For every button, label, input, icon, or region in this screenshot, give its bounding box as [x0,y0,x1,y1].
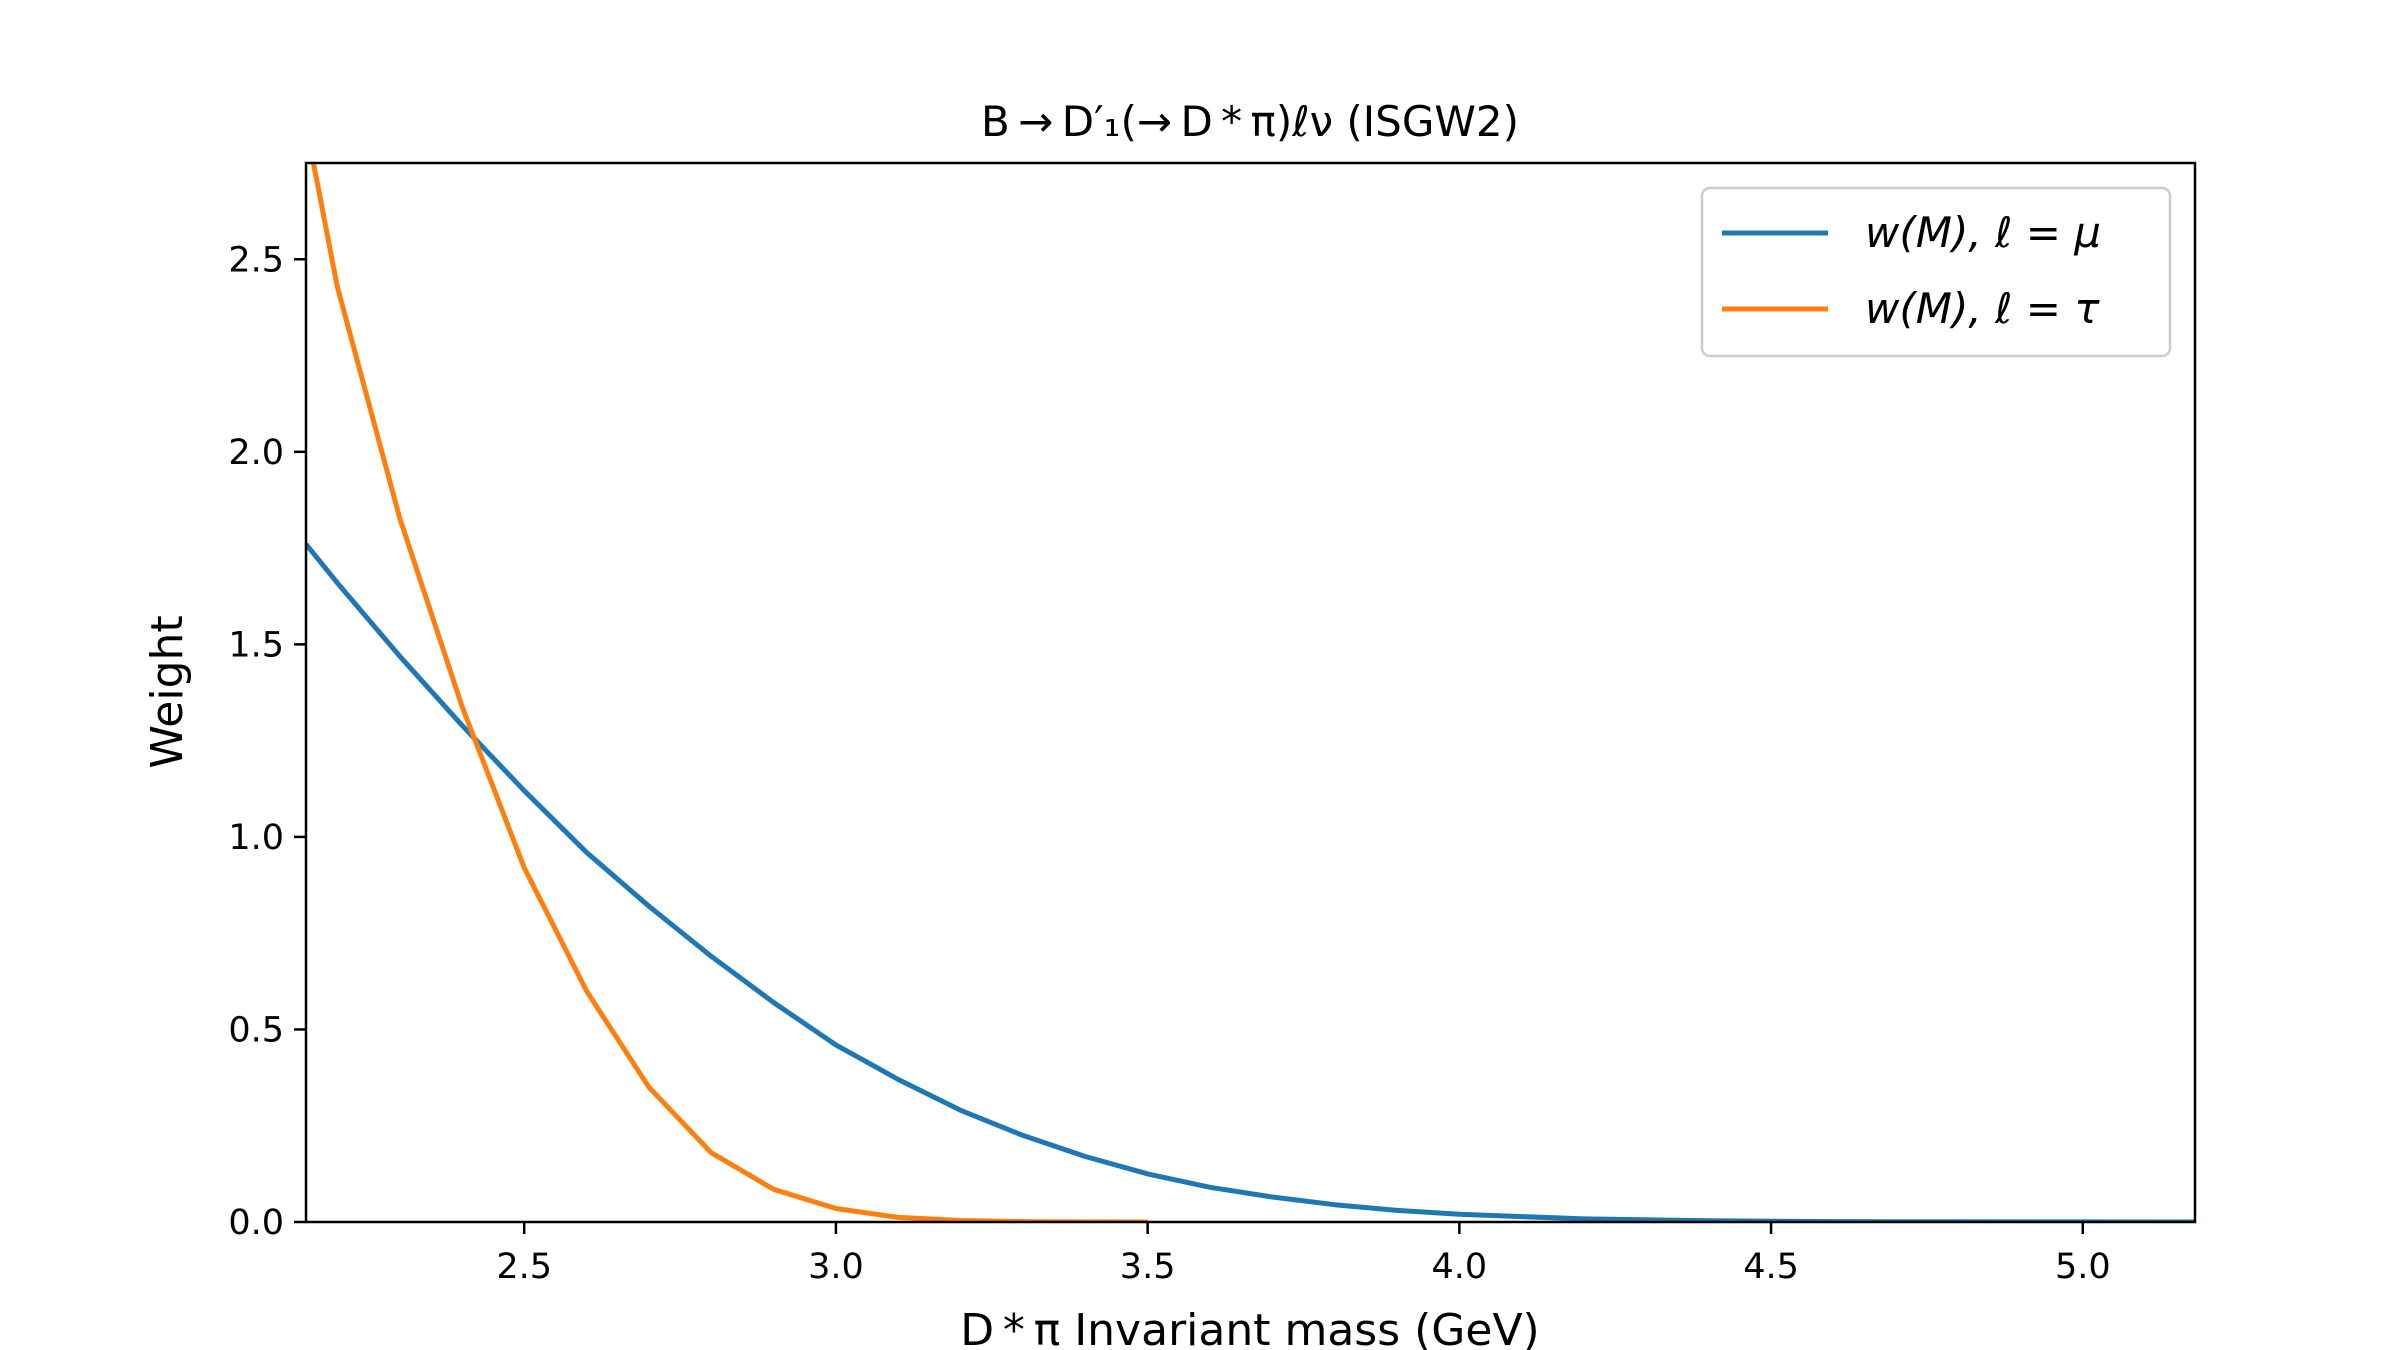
y-tick-label: 1.0 [228,818,284,858]
legend-label-mu: w(M), ℓ = μ [1865,208,2101,257]
y-axis: 0.0 0.5 1.0 1.5 2.0 2.5 [228,240,306,1243]
legend: w(M), ℓ = μ w(M), ℓ = τ [1700,186,2172,358]
x-tick-label: 5.0 [2055,1247,2111,1287]
series-line-1 [310,163,1148,1222]
y-axis-label: Weight [142,615,193,768]
x-axis-label: D * π Invariant mass (GeV) [960,1305,1539,1350]
y-tick-label: 0.5 [228,1010,284,1050]
chart-title: B → D′₁(→ D * π)ℓν (ISGW2) [981,97,1519,146]
x-tick-label: 4.0 [1432,1247,1488,1287]
y-tick-label: 0.0 [228,1203,284,1243]
x-tick-label: 3.0 [808,1247,864,1287]
x-tick-label: 4.5 [1743,1247,1799,1287]
y-tick-label: 1.5 [228,625,284,665]
legend-label-tau: w(M), ℓ = τ [1865,284,2100,333]
x-tick-label: 2.5 [496,1247,552,1287]
y-tick-label: 2.5 [228,240,284,280]
series-line-0 [306,542,2195,1222]
x-axis: 2.5 3.0 3.5 4.0 4.5 5.0 [496,1222,2111,1287]
plot-frame [304,161,2197,1224]
y-tick-label: 2.0 [228,433,284,473]
x-tick-label: 3.5 [1120,1247,1176,1287]
legend-box [1700,186,2172,358]
